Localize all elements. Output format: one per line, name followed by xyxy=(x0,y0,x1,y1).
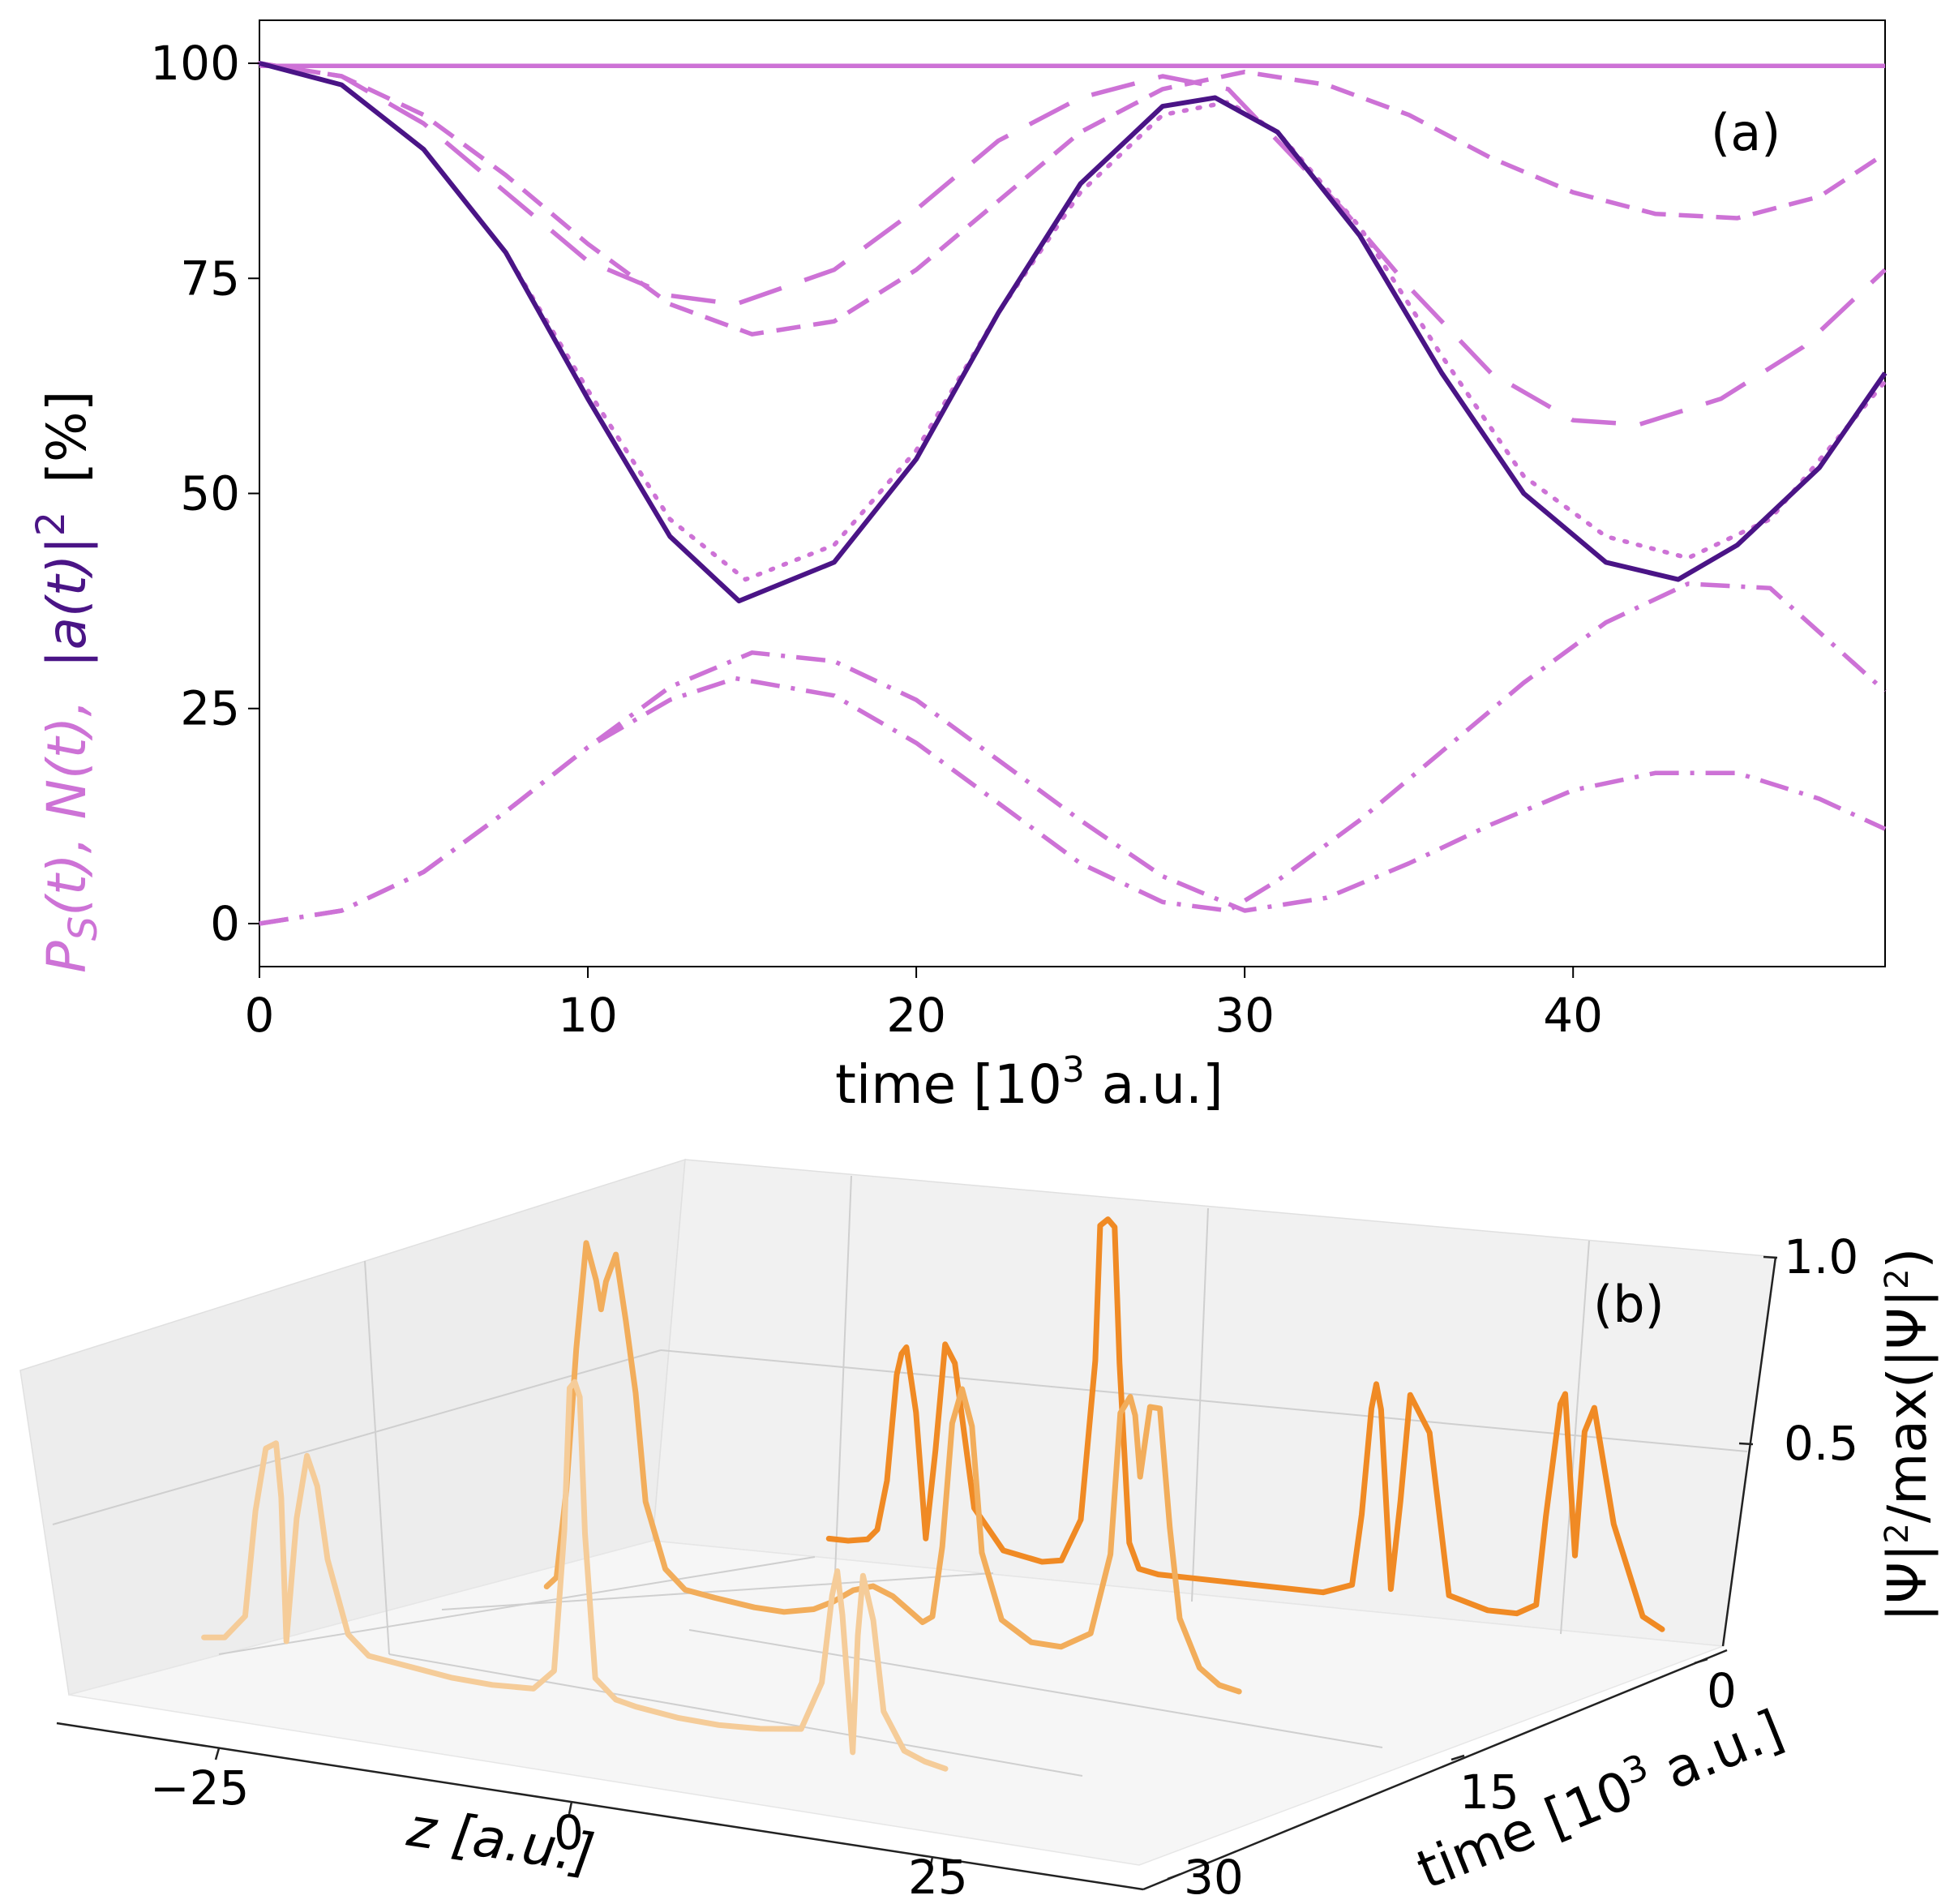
tick-marks xyxy=(214,1255,1778,1880)
wavefunction-curve-t0 xyxy=(825,1216,1665,1632)
y-tick-label-1: 25 xyxy=(180,681,240,736)
z-tick-25: 25 xyxy=(908,1850,968,1904)
x-tick-label-0: 0 xyxy=(245,988,275,1043)
panel-a-y-axis-label: PS(t), N(t), |a(t)|2 [%] xyxy=(28,391,106,973)
series-line-3 xyxy=(259,61,1887,337)
panel-b-label: (b) xyxy=(1593,1275,1665,1334)
v-tick-0.5: 0.5 xyxy=(1784,1416,1858,1471)
z-tick-neg25: −25 xyxy=(150,1760,249,1816)
panel-a-y-ticks: 0 25 50 75 100 xyxy=(150,36,259,951)
x-tick-label-3: 30 xyxy=(1215,988,1275,1043)
panel-a-series-lines xyxy=(257,61,1888,926)
z-tick-0: 0 xyxy=(554,1805,584,1860)
panel-b-3d-chart: −25 0 25 0 15 30 0.5 1.0 z [a.u.] time [… xyxy=(19,1158,1939,1904)
t-tick-0: 0 xyxy=(1707,1663,1737,1718)
t-tick-15: 15 xyxy=(1459,1765,1519,1820)
axis-spines xyxy=(56,1256,1777,1891)
plot-a-frame xyxy=(259,19,1886,967)
panel-b-vertical-axis-label: |Ψ|2/max(|Ψ|2) xyxy=(1876,1248,1939,1622)
panel-a-x-ticks: 0 10 20 30 40 xyxy=(245,967,1603,1043)
wavefunction-curve-t15 xyxy=(543,1240,1242,1695)
x-tick-label-4: 40 xyxy=(1543,988,1603,1043)
y-tick-label-0: 0 xyxy=(210,896,240,951)
panel-a-label: (a) xyxy=(1711,103,1780,162)
grid-lines xyxy=(52,1175,1748,1777)
wavefunction-curve-t30 xyxy=(201,1379,949,1772)
panel-b-wavefunction-curves xyxy=(201,1216,1665,1772)
panel-a-x-axis-label: time [103 a.u.] xyxy=(835,1049,1223,1116)
series-line-0 xyxy=(259,61,1888,604)
series-line-4 xyxy=(259,61,1887,427)
x-tick-label-1: 10 xyxy=(558,988,618,1043)
y-tick-label-4: 100 xyxy=(150,36,240,91)
y-tick-label-3: 75 xyxy=(180,251,240,306)
v-tick-1.0: 1.0 xyxy=(1784,1229,1858,1284)
x-tick-label-2: 20 xyxy=(886,988,946,1043)
y-tick-label-2: 50 xyxy=(180,466,240,521)
panel-a-line-chart: 0 10 20 30 40 0 25 50 75 100 (a) time [103 a.u.]… xyxy=(28,19,1888,1116)
t-tick-30: 30 xyxy=(1184,1850,1244,1904)
